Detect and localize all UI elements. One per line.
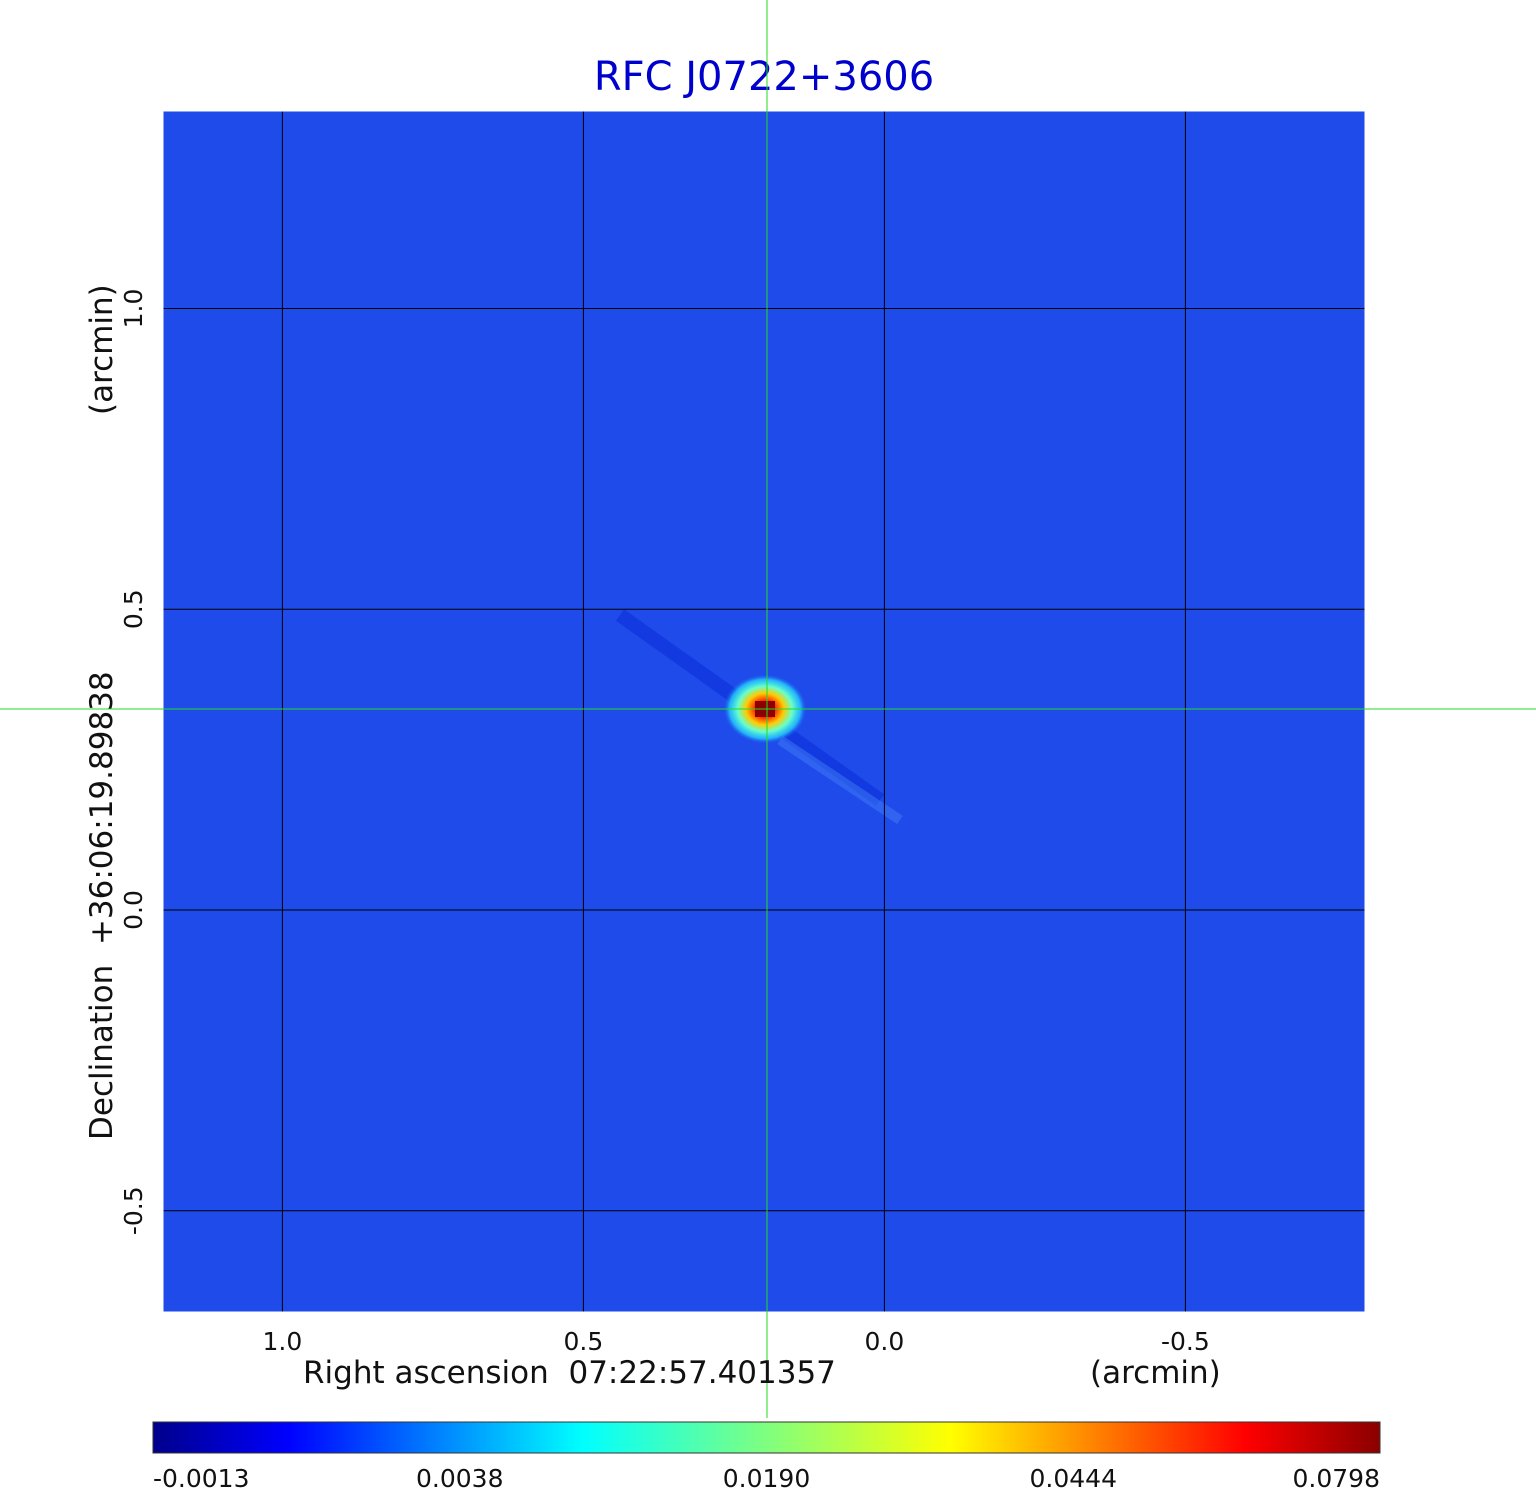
colorbar-tick-label: 0.0444 bbox=[1030, 1464, 1117, 1493]
image-area bbox=[160, 108, 1368, 1315]
x-tick-labels: 1.0 0.5 0.0 -0.5 bbox=[263, 1327, 1210, 1356]
x-tick-label: 0.5 bbox=[564, 1327, 604, 1356]
x-tick-label: 0.0 bbox=[865, 1327, 905, 1356]
y-tick-label: 0.0 bbox=[119, 890, 148, 930]
y-tick-label: 1.0 bbox=[119, 289, 148, 329]
x-axis-label: Right ascension 07:22:57.401357 bbox=[303, 1355, 836, 1391]
x-axis-unit: (arcmin) bbox=[1090, 1355, 1221, 1391]
y-axis-unit: (arcmin) bbox=[84, 284, 120, 415]
colorbar-tick-label: 0.0798 bbox=[1293, 1464, 1380, 1493]
y-axis-label: Declination +36:06:19.89838 bbox=[84, 671, 120, 1140]
y-tick-labels: 1.0 0.5 0.0 -0.5 bbox=[119, 289, 148, 1236]
colorbar-tick-label: 0.0190 bbox=[723, 1464, 810, 1493]
image-frame bbox=[160, 108, 1368, 1315]
colorbar-gradient bbox=[152, 1421, 1381, 1454]
y-tick-label: -0.5 bbox=[119, 1186, 148, 1235]
colorbar: -0.0013 0.0038 0.0190 0.0444 0.0798 bbox=[152, 1421, 1381, 1493]
x-tick-label: -0.5 bbox=[1161, 1327, 1210, 1356]
chart-title: RFC J0722+3606 bbox=[594, 54, 934, 100]
x-tick-label: 1.0 bbox=[263, 1327, 303, 1356]
grid-lines bbox=[162, 110, 1366, 1313]
colorbar-tick-labels: -0.0013 0.0038 0.0190 0.0444 0.0798 bbox=[153, 1464, 1380, 1493]
colorbar-tick-label: 0.0038 bbox=[416, 1464, 503, 1493]
residual-streak-light bbox=[777, 735, 903, 825]
y-tick-label: 0.5 bbox=[119, 589, 148, 629]
colorbar-tick-label: -0.0013 bbox=[153, 1464, 250, 1493]
